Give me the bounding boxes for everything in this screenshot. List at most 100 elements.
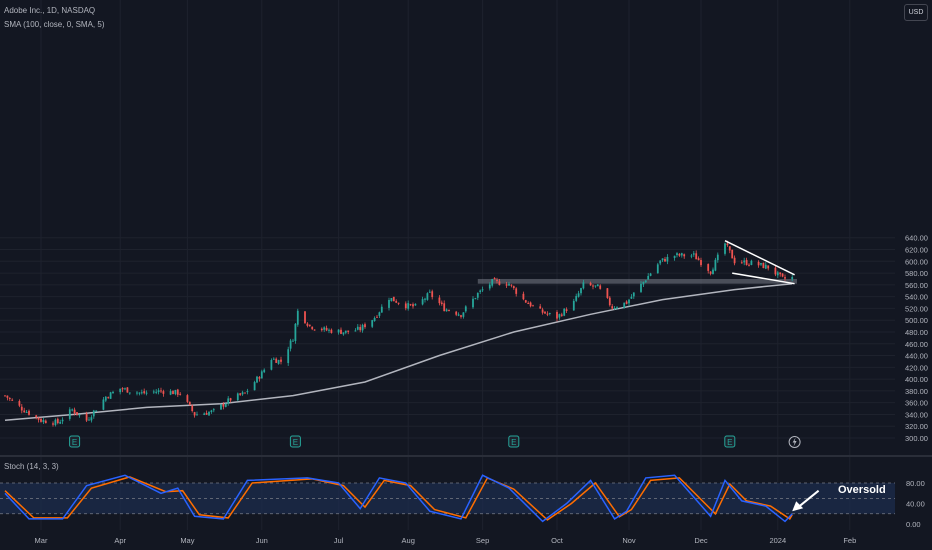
candle-body[interactable]	[277, 359, 280, 364]
candle-body[interactable]	[95, 410, 98, 412]
candle-body[interactable]	[176, 389, 179, 395]
candle-body[interactable]	[532, 305, 534, 307]
candle-body[interactable]	[524, 300, 527, 303]
candle-body[interactable]	[640, 283, 642, 292]
candle-body[interactable]	[714, 259, 717, 271]
candle-body[interactable]	[613, 307, 616, 309]
candle-body[interactable]	[558, 314, 561, 318]
time-axis[interactable]: Mar Apr May Jun Jul Aug Sep Oct Nov Dec 2024 Feb	[35, 536, 857, 545]
candle-body[interactable]	[623, 302, 626, 309]
candle-body[interactable]	[443, 303, 446, 312]
candle-body[interactable]	[364, 324, 366, 328]
candle-body[interactable]	[414, 303, 417, 306]
candle-body[interactable]	[608, 297, 611, 306]
candle-body[interactable]	[270, 360, 273, 370]
candle-body[interactable]	[661, 258, 664, 261]
candle-body[interactable]	[462, 312, 465, 317]
candle-body[interactable]	[632, 292, 635, 297]
candle-body[interactable]	[647, 275, 650, 280]
candle-body[interactable]	[440, 302, 443, 304]
candle-body[interactable]	[611, 306, 614, 309]
candle-body[interactable]	[260, 371, 263, 379]
candle-body[interactable]	[767, 265, 770, 269]
candle-body[interactable]	[508, 283, 510, 286]
candle-body[interactable]	[174, 389, 177, 395]
candle-body[interactable]	[457, 314, 460, 316]
candle-body[interactable]	[128, 392, 131, 394]
candle-body[interactable]	[145, 392, 148, 394]
candle-body[interactable]	[709, 271, 712, 274]
candle-body[interactable]	[692, 253, 695, 255]
candle-body[interactable]	[35, 415, 38, 418]
candle-body[interactable]	[162, 391, 165, 394]
candle-body[interactable]	[409, 304, 412, 306]
candle-body[interactable]	[222, 403, 225, 407]
candle-body[interactable]	[376, 316, 378, 318]
candle-body[interactable]	[575, 296, 578, 301]
candle-body[interactable]	[776, 272, 779, 276]
candle-body[interactable]	[263, 369, 266, 373]
candle-body[interactable]	[90, 417, 93, 421]
candle-body[interactable]	[582, 282, 585, 289]
candle-body[interactable]	[292, 340, 294, 342]
stoch-legend[interactable]: Stoch (14, 3, 3)	[4, 462, 59, 471]
candle-body[interactable]	[172, 391, 174, 395]
candle-body[interactable]	[203, 413, 206, 415]
candle-body[interactable]	[760, 263, 762, 265]
candle-body[interactable]	[695, 253, 698, 260]
candle-body[interactable]	[743, 260, 746, 263]
candle-body[interactable]	[52, 423, 54, 425]
candle-body[interactable]	[707, 264, 710, 271]
candle-body[interactable]	[544, 311, 546, 314]
candle-body[interactable]	[774, 267, 777, 275]
candle-body[interactable]	[224, 403, 227, 407]
candle-body[interactable]	[210, 410, 213, 413]
candle-body[interactable]	[428, 291, 431, 293]
candle-body[interactable]	[54, 419, 57, 426]
wedge-lower-line[interactable]	[732, 272, 795, 285]
candle-body[interactable]	[412, 304, 414, 307]
candle-body[interactable]	[556, 311, 558, 319]
candle-body[interactable]	[548, 312, 551, 314]
candle-body[interactable]	[304, 311, 306, 324]
candle-body[interactable]	[136, 392, 138, 394]
candle-body[interactable]	[496, 279, 498, 281]
candle-body[interactable]	[472, 298, 474, 308]
candle-body[interactable]	[220, 404, 222, 410]
candle-body[interactable]	[630, 296, 633, 299]
candle-body[interactable]	[479, 290, 482, 293]
symbol-legend[interactable]: Adobe Inc., 1D, NASDAQ	[4, 6, 96, 15]
candle-body[interactable]	[527, 303, 530, 305]
candle-body[interactable]	[193, 412, 196, 416]
candle-body[interactable]	[244, 392, 246, 394]
candle-body[interactable]	[356, 326, 359, 330]
candle-body[interactable]	[712, 269, 714, 275]
candle-body[interactable]	[18, 401, 21, 406]
candle-body[interactable]	[421, 299, 424, 305]
candle-body[interactable]	[340, 329, 342, 334]
candle-body[interactable]	[169, 391, 172, 395]
earnings-marker[interactable]	[69, 435, 81, 448]
resistance-zone-rect[interactable]	[477, 278, 797, 284]
candle-body[interactable]	[510, 284, 513, 286]
candle-body[interactable]	[594, 285, 597, 287]
candle-body[interactable]	[256, 376, 258, 383]
candle-body[interactable]	[361, 324, 364, 331]
earnings-marker[interactable]	[289, 435, 301, 448]
candle-body[interactable]	[287, 349, 290, 363]
candle-body[interactable]	[258, 376, 261, 379]
candle-body[interactable]	[138, 392, 141, 394]
candle-body[interactable]	[272, 358, 275, 360]
candle-body[interactable]	[313, 329, 316, 331]
candle-body[interactable]	[296, 310, 299, 325]
candles[interactable]	[4, 240, 794, 427]
candle-body[interactable]	[392, 296, 395, 302]
candle-body[interactable]	[476, 292, 479, 298]
candle-body[interactable]	[664, 258, 666, 262]
candle-body[interactable]	[784, 277, 786, 279]
wedge-upper-line[interactable]	[724, 240, 795, 276]
candle-body[interactable]	[344, 330, 347, 333]
candle-body[interactable]	[388, 299, 390, 308]
candle-body[interactable]	[28, 410, 30, 415]
candle-body[interactable]	[160, 390, 162, 392]
